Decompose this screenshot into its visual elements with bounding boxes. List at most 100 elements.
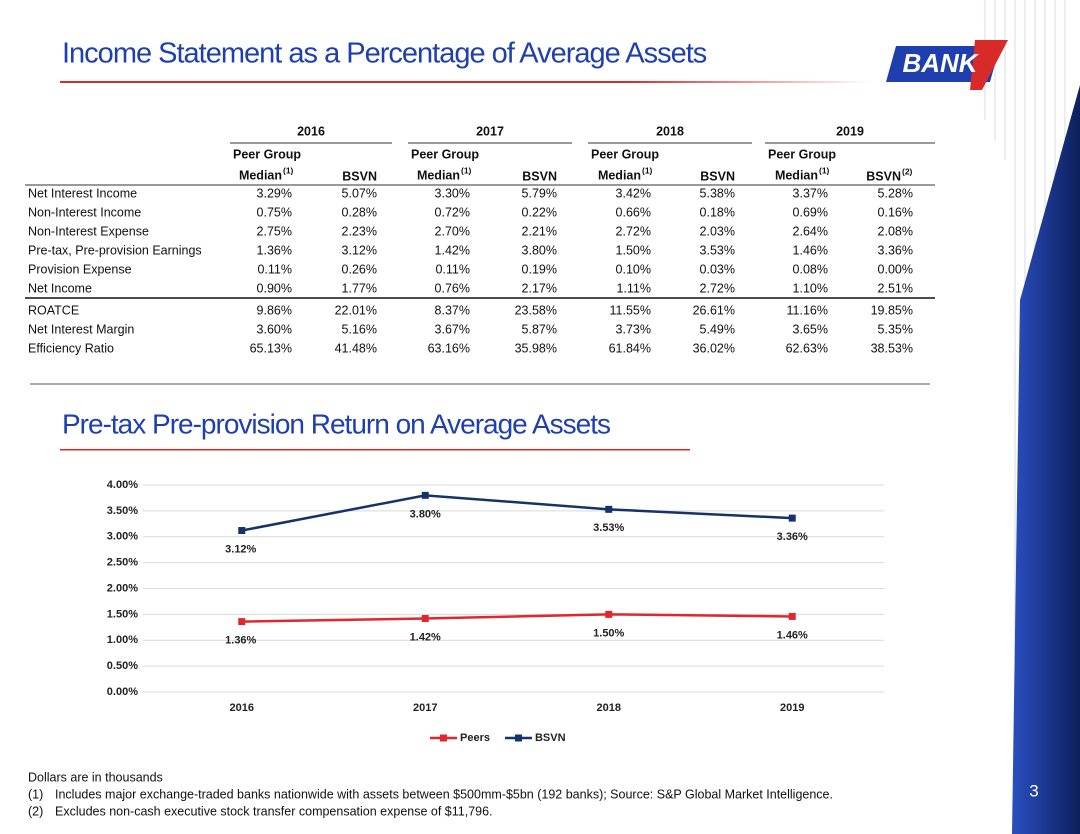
row-label: Efficiency Ratio	[28, 341, 114, 355]
point	[788, 612, 796, 620]
cell: 0.11%	[435, 262, 470, 276]
x-tick-label: 2016	[230, 702, 254, 714]
cell: 0.22%	[522, 205, 557, 219]
row-label: Net Interest Income	[28, 186, 137, 200]
y-tick-label: 3.50%	[107, 505, 138, 517]
cell: 0.72%	[435, 205, 470, 219]
x-tick-label: 2017	[413, 702, 437, 714]
column-header: BSVN	[700, 169, 735, 183]
logo: BANK	[886, 40, 1008, 90]
cell: 3.12%	[342, 243, 377, 257]
cell: 3.37%	[793, 186, 828, 200]
cell: 38.53%	[871, 341, 913, 355]
note: Dollars are in thousands	[28, 770, 163, 784]
y-tick-label: 1.50%	[107, 608, 138, 620]
y-tick-label: 2.50%	[107, 557, 138, 569]
slide-title: Income Statement as a Percentage of Aver…	[62, 38, 707, 70]
side-decoration	[984, 0, 1080, 834]
cell: 65.13%	[250, 341, 292, 355]
point	[605, 505, 613, 513]
footnote-mark: (1)	[283, 165, 294, 175]
cell: 0.26%	[342, 262, 377, 276]
cell: 2.75%	[257, 224, 292, 238]
cell: 62.63%	[786, 341, 828, 355]
row-label: Non-Interest Expense	[28, 224, 149, 238]
series-line	[241, 613, 793, 623]
year-header: 2019	[836, 124, 864, 138]
cell: 3.80%	[522, 243, 557, 257]
cell: 0.69%	[793, 205, 828, 219]
point	[421, 615, 429, 623]
cell: 2.70%	[435, 224, 470, 238]
cell: 3.30%	[435, 186, 470, 200]
point	[238, 618, 246, 626]
column-header: Median	[598, 168, 641, 182]
cell: 1.46%	[793, 243, 828, 257]
cell: 23.58%	[515, 303, 557, 317]
logo-text: BANK	[902, 48, 979, 78]
footnote-mark: (2)	[902, 166, 913, 176]
legend-label: BSVN	[535, 732, 566, 744]
cell: 26.61%	[693, 303, 735, 317]
data-label: 1.36%	[225, 635, 256, 647]
x-tick-label: 2018	[597, 702, 621, 714]
column-header: BSVN	[866, 169, 901, 183]
cell: 63.16%	[428, 341, 470, 355]
data-label: 3.12%	[225, 543, 256, 555]
data-label: 3.36%	[777, 531, 808, 543]
cell: 2.17%	[522, 281, 557, 295]
cell: 61.84%	[609, 341, 651, 355]
footnote-mark: (1)	[819, 165, 830, 175]
cell: 5.87%	[522, 322, 557, 336]
y-tick-label: 1.00%	[107, 634, 138, 646]
y-tick-label: 2.00%	[107, 582, 138, 594]
footnote: Excludes non-cash executive stock transf…	[55, 804, 493, 818]
chart-title-underline	[60, 449, 690, 451]
page-number: 3	[1029, 781, 1038, 800]
y-tick-label: 3.00%	[107, 531, 138, 543]
year-header: 2017	[476, 124, 504, 138]
cell: 3.60%	[257, 322, 292, 336]
cell: 5.35%	[878, 322, 913, 336]
cell: 1.42%	[435, 243, 470, 257]
cell: 3.73%	[616, 322, 651, 336]
cell: 9.86%	[257, 303, 292, 317]
column-header: Median	[775, 168, 818, 182]
footnote: Includes major exchange-traded banks nat…	[55, 787, 833, 801]
row-label: Provision Expense	[28, 262, 132, 276]
cell: 5.16%	[342, 322, 377, 336]
footnote-mark: (1)	[642, 165, 653, 175]
cell: 0.75%	[257, 205, 292, 219]
column-header: BSVN	[522, 169, 557, 183]
cell: 3.65%	[793, 322, 828, 336]
cell: 2.72%	[616, 224, 651, 238]
point	[421, 491, 429, 499]
cell: 0.08%	[793, 262, 828, 276]
row-label: ROATCE	[28, 303, 79, 317]
x-tick-label: 2019	[780, 702, 804, 714]
series-line	[241, 494, 793, 532]
cell: 11.16%	[787, 303, 828, 317]
data-label: 1.42%	[410, 631, 441, 643]
column-header: Peer Group	[591, 147, 659, 161]
legend-label: Peers	[460, 732, 490, 744]
cell: 0.03%	[700, 262, 735, 276]
point	[238, 527, 246, 535]
cell: 0.76%	[435, 281, 470, 295]
cell: 0.10%	[616, 262, 651, 276]
year-header: 2018	[656, 124, 684, 138]
cell: 0.00%	[878, 262, 913, 276]
y-tick-label: 0.50%	[107, 660, 138, 672]
cell: 8.37%	[435, 303, 470, 317]
legend-marker	[514, 734, 522, 742]
cell: 3.67%	[435, 322, 470, 336]
y-tick-label: 0.00%	[107, 686, 138, 698]
cell: 41.48%	[335, 341, 377, 355]
data-label: 3.53%	[593, 522, 624, 534]
legend-marker	[440, 734, 447, 742]
row-label: Pre-tax, Pre-provision Earnings	[28, 243, 202, 257]
cell: 2.72%	[700, 281, 735, 295]
cell: 0.16%	[878, 205, 913, 219]
